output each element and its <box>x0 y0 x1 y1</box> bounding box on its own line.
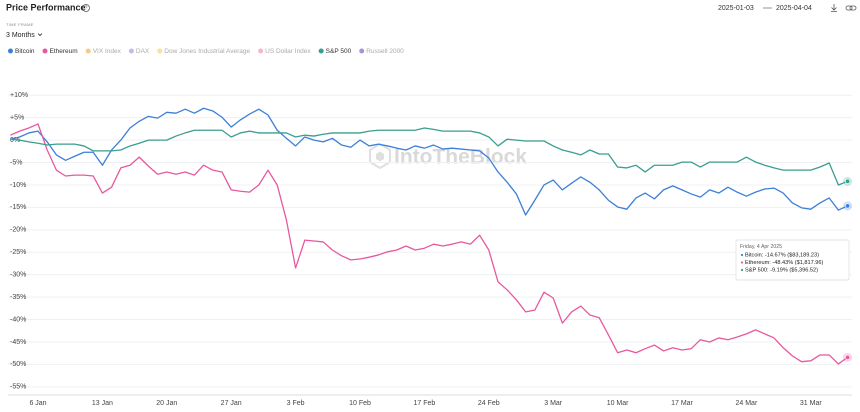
watermark-logo <box>369 142 391 170</box>
legend-label: VIX Index <box>93 48 122 55</box>
time-frame-value: 3 Months <box>6 32 35 39</box>
page-title: Price Performance <box>6 2 86 12</box>
time-frame-label: TIME FRAME <box>6 22 34 27</box>
y-tick-label: -30% <box>10 272 26 279</box>
legend-item[interactable]: Ethereum <box>42 48 78 55</box>
x-tick-label: 6 Jan <box>29 400 46 407</box>
y-tick-label: 0% <box>10 137 20 144</box>
tooltip-title: Friday, 4 Apr 2025 <box>740 244 782 250</box>
series-line <box>10 123 848 365</box>
x-tick-label: 20 Jan <box>156 400 177 407</box>
legend-item[interactable]: VIX Index <box>85 48 122 55</box>
legend-item[interactable]: Russell 2000 <box>359 48 404 55</box>
svg-text:?: ? <box>85 6 88 12</box>
legend-marker <box>8 48 13 54</box>
tooltip-line: Bitcoin: -14.67% ($83,189.23) <box>745 252 819 258</box>
legend-label: Russell 2000 <box>366 48 404 55</box>
tooltip: Friday, 4 Apr 2025 Bitcoin: -14.67% ($83,… <box>735 239 850 281</box>
end-point <box>845 203 851 209</box>
legend-label: Dow Jones Industrial Average <box>164 48 250 55</box>
y-tick-label: -10% <box>10 182 26 189</box>
share-button[interactable] <box>845 5 857 11</box>
x-tick-label: 17 Mar <box>671 400 693 407</box>
legend-marker <box>318 48 324 54</box>
legend: Bitcoin Ethereum VIX Index DAX Dow Jones Ind… <box>8 48 404 55</box>
legend-marker <box>42 48 48 54</box>
y-tick-label: -20% <box>10 227 26 234</box>
end-point <box>845 354 851 360</box>
series-line <box>10 127 848 186</box>
legend-label: Bitcoin <box>15 48 35 55</box>
x-tick-label: 31 Mar <box>800 400 822 407</box>
legend-label: S&P 500 <box>326 48 352 55</box>
x-tick-label: 10 Mar <box>607 400 629 407</box>
legend-item[interactable]: DAX <box>128 48 150 55</box>
x-tick-label: 24 Feb <box>478 400 500 407</box>
legend-label: US Dollar Index <box>265 48 311 55</box>
y-tick-label: -50% <box>10 361 26 368</box>
time-frame-select[interactable]: 3 Months <box>6 32 43 39</box>
x-tick-label: 3 Mar <box>544 400 563 407</box>
date-to[interactable]: 2025-04-04 <box>776 5 812 12</box>
x-tick-label: 17 Feb <box>414 400 436 407</box>
legend-item[interactable]: Bitcoin <box>8 48 35 55</box>
y-tick-label: +5% <box>10 115 24 122</box>
legend-label: DAX <box>136 48 150 55</box>
y-tick-label: +10% <box>10 92 28 99</box>
tooltip-bullet <box>740 253 744 257</box>
x-tick-label: 27 Jan <box>221 400 242 407</box>
x-tick-label: 10 Feb <box>349 400 371 407</box>
legend-label: Ethereum <box>50 48 78 55</box>
tooltip-bullet <box>740 261 744 264</box>
tooltip-bullet <box>740 268 744 272</box>
legend-marker <box>258 48 264 54</box>
download-button[interactable] <box>831 4 837 12</box>
legend-marker <box>128 48 134 54</box>
legend-marker <box>359 48 365 54</box>
legend-marker <box>85 48 91 54</box>
y-tick-label: -5% <box>10 159 22 166</box>
legend-item[interactable]: US Dollar Index <box>258 48 311 55</box>
y-tick-label: -55% <box>10 384 26 391</box>
y-tick-label: -35% <box>10 294 26 301</box>
help-icon[interactable]: ? <box>82 4 90 12</box>
series-line <box>10 107 848 216</box>
legend-item[interactable]: Dow Jones Industrial Average <box>157 48 251 55</box>
y-tick-label: -15% <box>10 204 26 211</box>
y-tick-label: -40% <box>10 316 26 323</box>
plot: +10% +5% 0% -5% -10% -15% -20% -25% -30% -35% -40%… <box>8 92 853 407</box>
y-tick-label: -25% <box>10 249 26 256</box>
date-from[interactable]: 2025-01-03 <box>718 5 754 12</box>
x-tick-label: 13 Jan <box>92 400 113 407</box>
x-tick-label: 3 Feb <box>287 400 305 407</box>
legend-item[interactable]: S&P 500 <box>318 48 352 55</box>
tooltip-box <box>735 239 850 281</box>
tooltip-line: S&P 500: -9.19% ($5,396.52) <box>745 267 818 273</box>
legend-marker <box>157 48 163 54</box>
tooltip-line: Ethereum: -48.43% ($1,817.96) <box>745 260 823 266</box>
x-tick-label: 24 Mar <box>736 400 758 407</box>
y-tick-label: -45% <box>10 339 26 346</box>
end-point <box>845 178 851 184</box>
